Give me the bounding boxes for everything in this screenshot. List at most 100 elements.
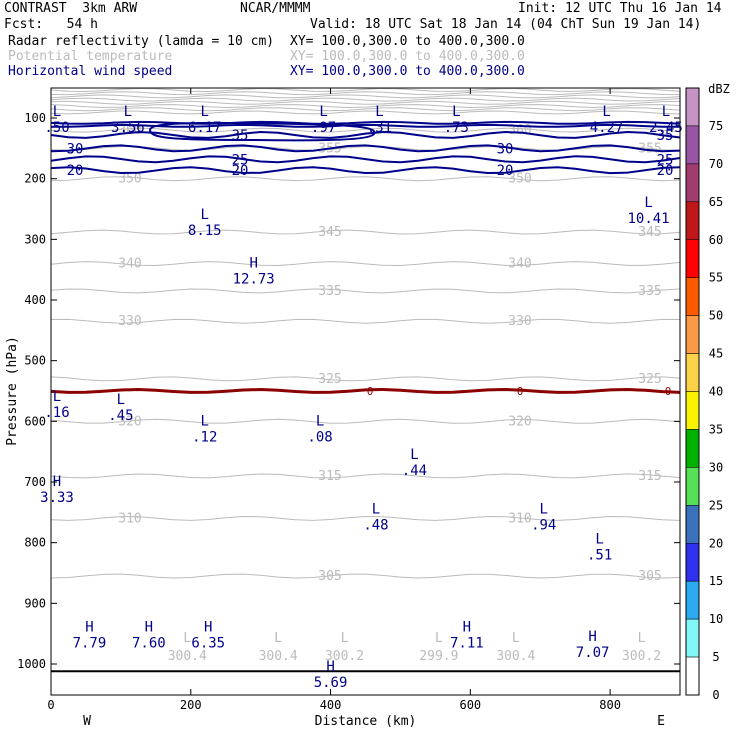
- extremum-value: .48: [363, 517, 388, 533]
- chart-title: CONTRAST 3km ARW: [4, 1, 138, 16]
- extremum-value: 7.79: [73, 636, 107, 652]
- colorbar-swatch: [685, 315, 700, 354]
- extremum-type: L: [201, 413, 209, 429]
- wind-contour-line: [148, 121, 376, 142]
- extremum-type: L: [124, 104, 132, 120]
- reflectivity-contours: 0 0 0: [50, 385, 681, 673]
- theta-contour-line: [50, 127, 681, 133]
- extremum-value: 7.11: [450, 636, 484, 652]
- extremum-value: 3.33: [40, 490, 74, 506]
- init-time: Init: 12 UTC Thu 16 Jan 14: [518, 1, 722, 16]
- surface-extremum-value: 300.4: [259, 649, 298, 664]
- wind-contour-label: 35: [657, 128, 674, 144]
- theta-contour-line: [50, 318, 681, 324]
- extremum-type: H: [326, 659, 334, 675]
- colorbar-swatch: [685, 353, 700, 392]
- colorbar-swatch: [685, 543, 700, 582]
- extremum-value: 7.60: [132, 636, 166, 652]
- theta-contour-label: 345: [318, 225, 341, 240]
- wind-contour-label: 20: [497, 163, 514, 179]
- surface-extremum-value: 300.2: [325, 649, 364, 664]
- theta-contour-line: [50, 288, 681, 294]
- surface-extremum-value: 300.2: [622, 649, 661, 664]
- colorbar-swatch: [685, 163, 700, 203]
- field-xy-theta: XY= 100.0,300.0 to 400.0,300.0: [290, 49, 525, 64]
- extremum-type: L: [375, 104, 383, 120]
- colorbar-swatch: [685, 429, 700, 468]
- extremum-type: H: [249, 256, 257, 272]
- theta-contour-line: [50, 94, 681, 99]
- reflectivity-contour-line: [50, 387, 681, 394]
- surface-extremum-type: L: [183, 631, 191, 646]
- reflectivity-contour-label: 0: [367, 385, 374, 398]
- extremum-type: H: [145, 620, 153, 636]
- theta-contour-line: [50, 473, 681, 479]
- field-name-theta: Potential temperature: [8, 49, 173, 64]
- extremum-value: .16: [44, 405, 69, 421]
- theta-contour-label: 315: [318, 469, 341, 484]
- theta-contour-label: 330: [118, 314, 141, 329]
- colorbar-swatch: [685, 277, 700, 316]
- surface-extremum-value: 300.4: [496, 649, 535, 664]
- theta-contour-label: 305: [638, 569, 661, 584]
- colorbar-level-label: 65: [709, 195, 723, 209]
- extremum-value: .97: [311, 120, 336, 136]
- extremum-value: 3.56: [111, 120, 145, 136]
- theta-contour-label: 335: [638, 284, 661, 299]
- extremum-type: H: [204, 620, 212, 636]
- surface-extremum-value: 299.9: [419, 649, 458, 664]
- wind-contour-label: 25: [232, 152, 249, 168]
- colorbar-swatch: [685, 580, 700, 620]
- surface-extremum-value: 300.4: [168, 649, 207, 664]
- colorbar-level-label: 10: [709, 612, 723, 626]
- wind-contour-line: [50, 120, 681, 125]
- colorbar-swatch: [685, 656, 700, 696]
- theta-contour-label: 320: [118, 414, 141, 429]
- x-tick-label: 400: [320, 698, 342, 712]
- extremum-value: 6.17: [188, 120, 222, 136]
- colorbar-level-label: 55: [709, 271, 723, 285]
- theta-contour-line: [50, 110, 681, 115]
- reflectivity-contour-label: 0: [665, 385, 672, 398]
- colorbar-swatch: [685, 467, 700, 506]
- wind-contour-line: [50, 155, 681, 164]
- extremum-value: 12.73: [233, 272, 275, 288]
- colorbar-swatch: [685, 201, 700, 240]
- theta-contour-line: [50, 100, 681, 105]
- surface-extremum-type: L: [435, 631, 443, 646]
- y-axis-label: Pressure (hPa): [5, 336, 20, 446]
- chart-source: NCAR/MMMM: [240, 1, 311, 16]
- theta-contour-line: [50, 104, 681, 109]
- extremum-value: .94: [531, 517, 556, 533]
- theta-contour-label: 340: [118, 257, 141, 272]
- theta-contour-line: [50, 91, 681, 96]
- surface-extremum-type: L: [638, 631, 646, 646]
- extremum-value: 4.27: [590, 120, 624, 136]
- wind-contour-line: [50, 144, 681, 153]
- field-xy-reflectivity: XY= 100.0,300.0 to 400.0,300.0: [290, 34, 525, 49]
- plot-frame: [50, 87, 681, 696]
- theta-contour-line: [50, 97, 681, 102]
- y-tick-label: 1000: [17, 657, 46, 671]
- colorbar-level-label: 50: [709, 309, 723, 323]
- x-tick-label: 0: [47, 698, 54, 712]
- extremum-value: 6.35: [191, 636, 225, 652]
- extremum-value: .45: [108, 408, 133, 424]
- y-tick-label: 900: [24, 596, 46, 610]
- extremum-type: H: [588, 629, 596, 645]
- colorbar-level-label: 75: [709, 119, 723, 133]
- colorbar-frame: [685, 87, 700, 696]
- x-tick-label: 600: [459, 698, 481, 712]
- x-axis-label: Distance (km): [315, 714, 417, 729]
- extremum-type: L: [452, 104, 460, 120]
- theta-contour-line: [50, 107, 681, 112]
- theta-contour-label: 330: [508, 314, 531, 329]
- extremum-value: 7.07: [576, 645, 610, 661]
- extremum-value: 5.69: [314, 675, 348, 691]
- extremum-type: H: [85, 620, 93, 636]
- surface-extremum-type: L: [512, 631, 520, 646]
- colorbar-level-label: 0: [712, 688, 719, 702]
